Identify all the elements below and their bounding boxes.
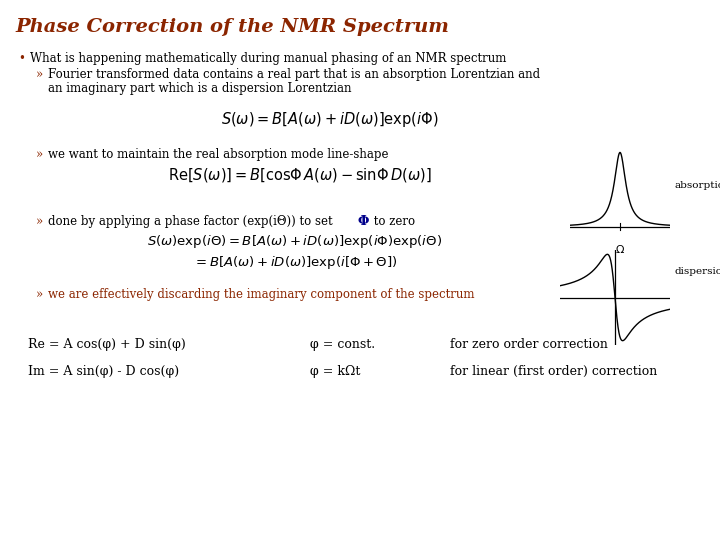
Text: •: • <box>18 52 25 65</box>
Text: $= B[A(\omega) + iD(\omega)]\mathrm{exp}(i[\Phi + \Theta])$: $= B[A(\omega) + iD(\omega)]\mathrm{exp}… <box>193 254 397 271</box>
Text: φ = kΩt: φ = kΩt <box>310 365 361 378</box>
Text: »: » <box>36 288 43 301</box>
Text: absorption: absorption <box>674 181 720 190</box>
Text: Re = A cos(φ) + D sin(φ): Re = A cos(φ) + D sin(φ) <box>28 338 186 351</box>
Text: an imaginary part which is a dispersion Lorentzian: an imaginary part which is a dispersion … <box>48 82 351 95</box>
Text: we want to maintain the real absorption mode line-shape: we want to maintain the real absorption … <box>48 148 389 161</box>
Text: φ = const.: φ = const. <box>310 338 375 351</box>
Text: we are effectively discarding the imaginary component of the spectrum: we are effectively discarding the imagin… <box>48 288 474 301</box>
Text: What is happening mathematically during manual phasing of an NMR spectrum: What is happening mathematically during … <box>30 52 506 65</box>
Text: for zero order correction: for zero order correction <box>450 338 608 351</box>
Text: done by applying a phase factor (exp(iΘ)) to set: done by applying a phase factor (exp(iΘ)… <box>48 215 336 228</box>
Text: to zero: to zero <box>370 215 415 228</box>
Text: Phase Correction of the NMR Spectrum: Phase Correction of the NMR Spectrum <box>15 18 449 36</box>
Text: for linear (first order) correction: for linear (first order) correction <box>450 365 657 378</box>
Text: $S(\omega)\mathrm{exp}(i\Theta) = B[A(\omega) + iD(\omega)]\mathrm{exp}(i\Phi)\m: $S(\omega)\mathrm{exp}(i\Theta) = B[A(\o… <box>148 233 443 250</box>
Text: »: » <box>36 215 43 228</box>
Text: Im = A sin(φ) - D cos(φ): Im = A sin(φ) - D cos(φ) <box>28 365 179 378</box>
Text: Φ: Φ <box>358 215 369 228</box>
Text: $S(\omega) = B[A(\omega) + iD(\omega)]\mathrm{exp}(i\Phi)$: $S(\omega) = B[A(\omega) + iD(\omega)]\m… <box>221 110 438 129</box>
Text: Fourier transformed data contains a real part that is an absorption Lorentzian a: Fourier transformed data contains a real… <box>48 68 540 81</box>
Text: »: » <box>36 68 43 81</box>
Text: dispersion: dispersion <box>675 267 720 276</box>
Text: $\mathrm{Re}[S(\omega)] = B[\mathrm{cos}\Phi\, A(\omega) - \mathrm{sin}\Phi\, D(: $\mathrm{Re}[S(\omega)] = B[\mathrm{cos}… <box>168 166 432 184</box>
Text: »: » <box>36 148 43 161</box>
Text: $\Omega$: $\Omega$ <box>615 243 625 255</box>
